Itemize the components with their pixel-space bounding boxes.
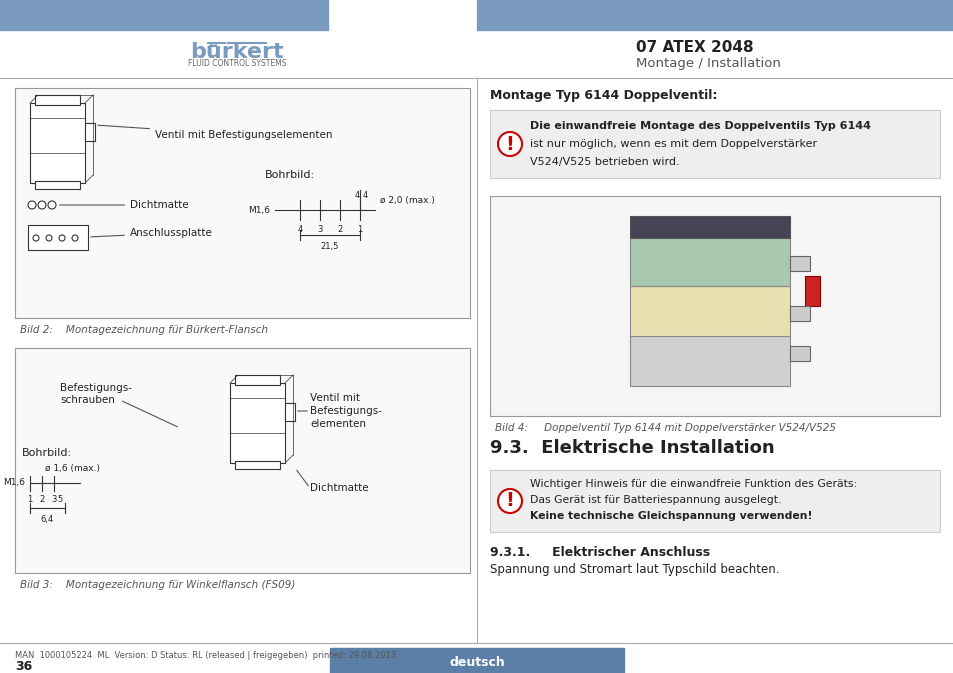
Text: ø 2,0 (max.): ø 2,0 (max.) — [379, 195, 435, 205]
Bar — [804, 276, 820, 306]
Text: Dichtmatte: Dichtmatte — [310, 483, 368, 493]
Bar — [15, 348, 470, 573]
Text: 36: 36 — [15, 660, 32, 673]
Text: Befestigungs-: Befestigungs- — [60, 383, 132, 393]
Bar — [15, 88, 470, 318]
Text: 4: 4 — [297, 225, 302, 234]
Text: Bohrbild:: Bohrbild: — [265, 170, 314, 180]
Text: 3: 3 — [317, 225, 322, 234]
Text: Montage Typ 6144 Doppelventil:: Montage Typ 6144 Doppelventil: — [490, 90, 717, 102]
Bar — [629, 286, 789, 336]
Text: V524/V525 betrieben wird.: V524/V525 betrieben wird. — [530, 157, 679, 167]
Text: Bild 4:     Doppelventil Typ 6144 mit Doppelverstärker V524/V525: Bild 4: Doppelventil Typ 6144 mit Doppel… — [495, 423, 835, 433]
Circle shape — [497, 489, 521, 513]
Bar — [0, 0, 328, 30]
Text: 4: 4 — [355, 190, 360, 199]
Text: ø 1,6 (max.): ø 1,6 (max.) — [45, 464, 100, 472]
Text: M1,6: M1,6 — [248, 205, 270, 215]
Text: FLUID CONTROL SYSTEMS: FLUID CONTROL SYSTEMS — [188, 59, 286, 69]
Text: Keine technische Gleichspannung verwenden!: Keine technische Gleichspannung verwende… — [530, 511, 812, 521]
Bar — [330, 648, 623, 673]
Text: 1: 1 — [357, 225, 362, 234]
Bar — [629, 236, 789, 286]
Bar — [629, 336, 789, 386]
Text: ist nur möglich, wenn es mit dem Doppelverstärker: ist nur möglich, wenn es mit dem Doppelv… — [530, 139, 817, 149]
Text: Ventil mit: Ventil mit — [310, 393, 359, 403]
Bar — [35, 95, 80, 105]
Bar — [490, 470, 939, 532]
Text: 5: 5 — [57, 495, 63, 504]
Text: Ventil mit Befestigungselementen: Ventil mit Befestigungselementen — [97, 125, 333, 140]
Bar — [789, 256, 809, 271]
Text: 1: 1 — [28, 495, 32, 504]
Text: 4: 4 — [363, 190, 368, 199]
Circle shape — [497, 132, 521, 156]
Circle shape — [28, 201, 36, 209]
Text: Das Gerät ist für Batteriespannung ausgelegt.: Das Gerät ist für Batteriespannung ausge… — [530, 495, 781, 505]
Bar — [789, 346, 809, 361]
Circle shape — [38, 201, 46, 209]
Text: schrauben: schrauben — [60, 395, 114, 405]
Bar — [85, 123, 95, 141]
Bar — [490, 196, 939, 416]
Text: Spannung und Stromart laut Typschild beachten.: Spannung und Stromart laut Typschild bea… — [490, 563, 779, 577]
Bar — [35, 181, 80, 189]
Text: M1,6: M1,6 — [3, 479, 25, 487]
Text: !: ! — [505, 135, 514, 153]
Text: 2: 2 — [39, 495, 45, 504]
Circle shape — [59, 235, 65, 241]
Text: Dichtmatte: Dichtmatte — [60, 200, 189, 210]
Text: elementen: elementen — [310, 419, 366, 429]
Text: !: ! — [505, 491, 514, 511]
Text: Bild 2:    Montagezeichnung für Bürkert-Flansch: Bild 2: Montagezeichnung für Bürkert-Fla… — [20, 325, 268, 335]
Text: Bild 3:    Montagezeichnung für Winkelflansch (FS09): Bild 3: Montagezeichnung für Winkelflans… — [20, 580, 295, 590]
Circle shape — [46, 235, 52, 241]
Circle shape — [48, 201, 56, 209]
Text: Bohrbild:: Bohrbild: — [22, 448, 72, 458]
Bar — [629, 216, 789, 238]
Text: 9.3.1.     Elektrischer Anschluss: 9.3.1. Elektrischer Anschluss — [490, 546, 709, 559]
Text: 3: 3 — [51, 495, 56, 504]
Text: 07 ATEX 2048: 07 ATEX 2048 — [636, 40, 753, 55]
Bar — [476, 0, 953, 30]
Text: 21,5: 21,5 — [320, 242, 339, 251]
Text: Montage / Installation: Montage / Installation — [636, 57, 781, 69]
Text: 2: 2 — [337, 225, 342, 234]
Bar — [30, 103, 85, 183]
Bar — [28, 225, 88, 250]
Text: Befestigungs-: Befestigungs- — [310, 406, 381, 416]
Text: 9.3.  Elektrische Installation: 9.3. Elektrische Installation — [490, 439, 774, 457]
Bar — [285, 403, 294, 421]
Text: 6,4: 6,4 — [40, 515, 53, 524]
Text: bürkert: bürkert — [190, 42, 283, 62]
Text: Die einwandfreie Montage des Doppelventils Typ 6144: Die einwandfreie Montage des Doppelventi… — [530, 121, 870, 131]
Text: Anschlussplatte: Anschlussplatte — [91, 228, 213, 238]
Text: deutsch: deutsch — [449, 656, 504, 668]
Text: MAN  1000105224  ML  Version: D Status: RL (released | freigegeben)  printed: 29: MAN 1000105224 ML Version: D Status: RL … — [15, 651, 395, 660]
Bar — [234, 375, 280, 385]
Circle shape — [33, 235, 39, 241]
Bar — [234, 461, 280, 469]
Bar — [230, 383, 285, 463]
Circle shape — [71, 235, 78, 241]
Bar — [490, 110, 939, 178]
Bar — [789, 306, 809, 321]
Text: Wichtiger Hinweis für die einwandfreie Funktion des Geräts:: Wichtiger Hinweis für die einwandfreie F… — [530, 479, 856, 489]
